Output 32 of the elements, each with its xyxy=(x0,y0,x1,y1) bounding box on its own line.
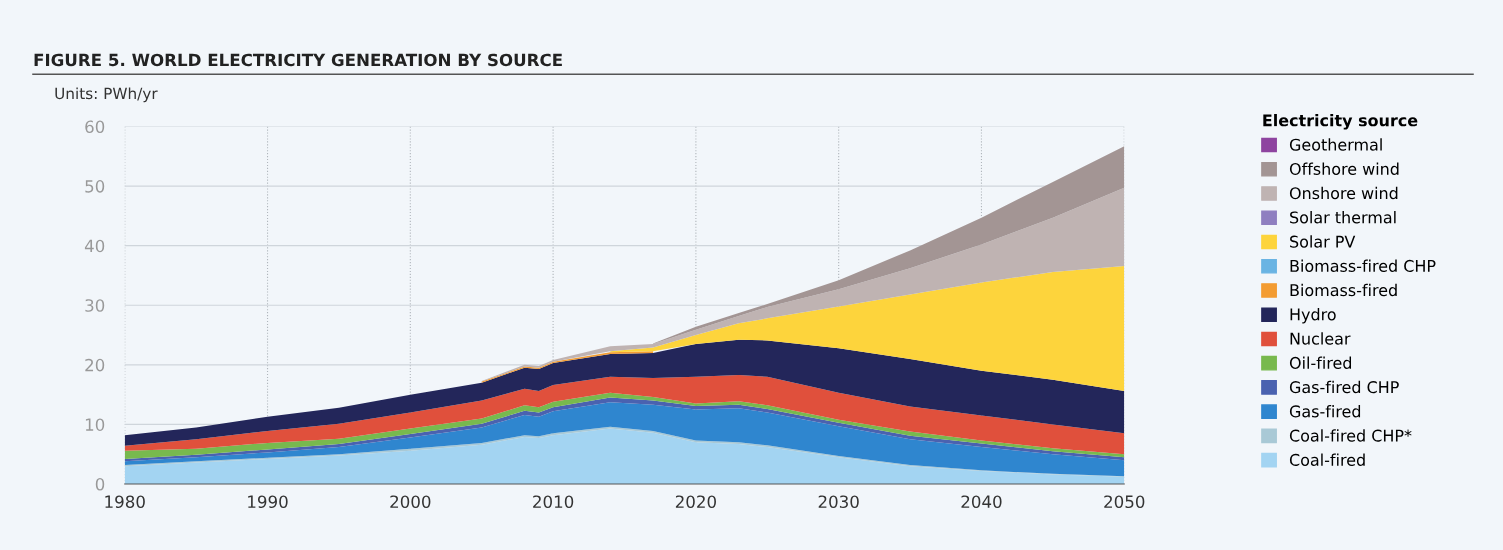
x-tick-label: 2020 xyxy=(675,495,716,509)
legend-label: Coal-fired xyxy=(1289,453,1365,466)
legend-label: Solar thermal xyxy=(1290,211,1396,224)
y-tick-label: 30 xyxy=(85,299,105,312)
legend-label: Gas-fired CHP xyxy=(1289,380,1399,394)
legend-label: Geothermal xyxy=(1289,138,1382,151)
legend-label: Biomass-fired xyxy=(1290,283,1397,297)
y-tick-label: 50 xyxy=(85,180,105,193)
legend-label: Solar PV xyxy=(1290,235,1356,248)
legend-label: Biomass-fired CHP xyxy=(1290,259,1436,272)
legend-label: Oil-fired xyxy=(1289,356,1352,369)
legend-label: Hydro xyxy=(1290,308,1336,324)
y-tick-label: 40 xyxy=(84,239,105,253)
y-tick-label: 60 xyxy=(85,120,105,134)
y-tick-label: 20 xyxy=(85,358,105,372)
legend-label: Gas-fired xyxy=(1289,405,1361,418)
legend-label: Offshore wind xyxy=(1289,162,1399,175)
legend-label: Nuclear xyxy=(1290,332,1351,345)
x-tick-label: 2050 xyxy=(1104,495,1145,509)
x-tick-label: 2040 xyxy=(961,495,1002,509)
legend-title: Electricity source xyxy=(1263,113,1418,130)
x-tick-label: 1980 xyxy=(105,495,145,509)
x-tick-label: 2030 xyxy=(818,495,859,509)
chart-title: FIGURE 5. WORLD ELECTRICITY GENERATION BY SOURCE xyxy=(34,53,562,67)
legend-label: Onshore wind xyxy=(1289,186,1398,200)
legend-label: Coal-fired CHP* xyxy=(1289,429,1412,442)
x-tick-label: 2010 xyxy=(533,495,574,509)
x-tick-label: 2000 xyxy=(390,495,431,509)
x-tick-label: 1990 xyxy=(248,495,288,509)
y-tick-label: 0 xyxy=(95,477,105,491)
chart-subtitle: Units: PWh/yr xyxy=(55,87,158,103)
y-tick-label: 10 xyxy=(85,418,105,431)
